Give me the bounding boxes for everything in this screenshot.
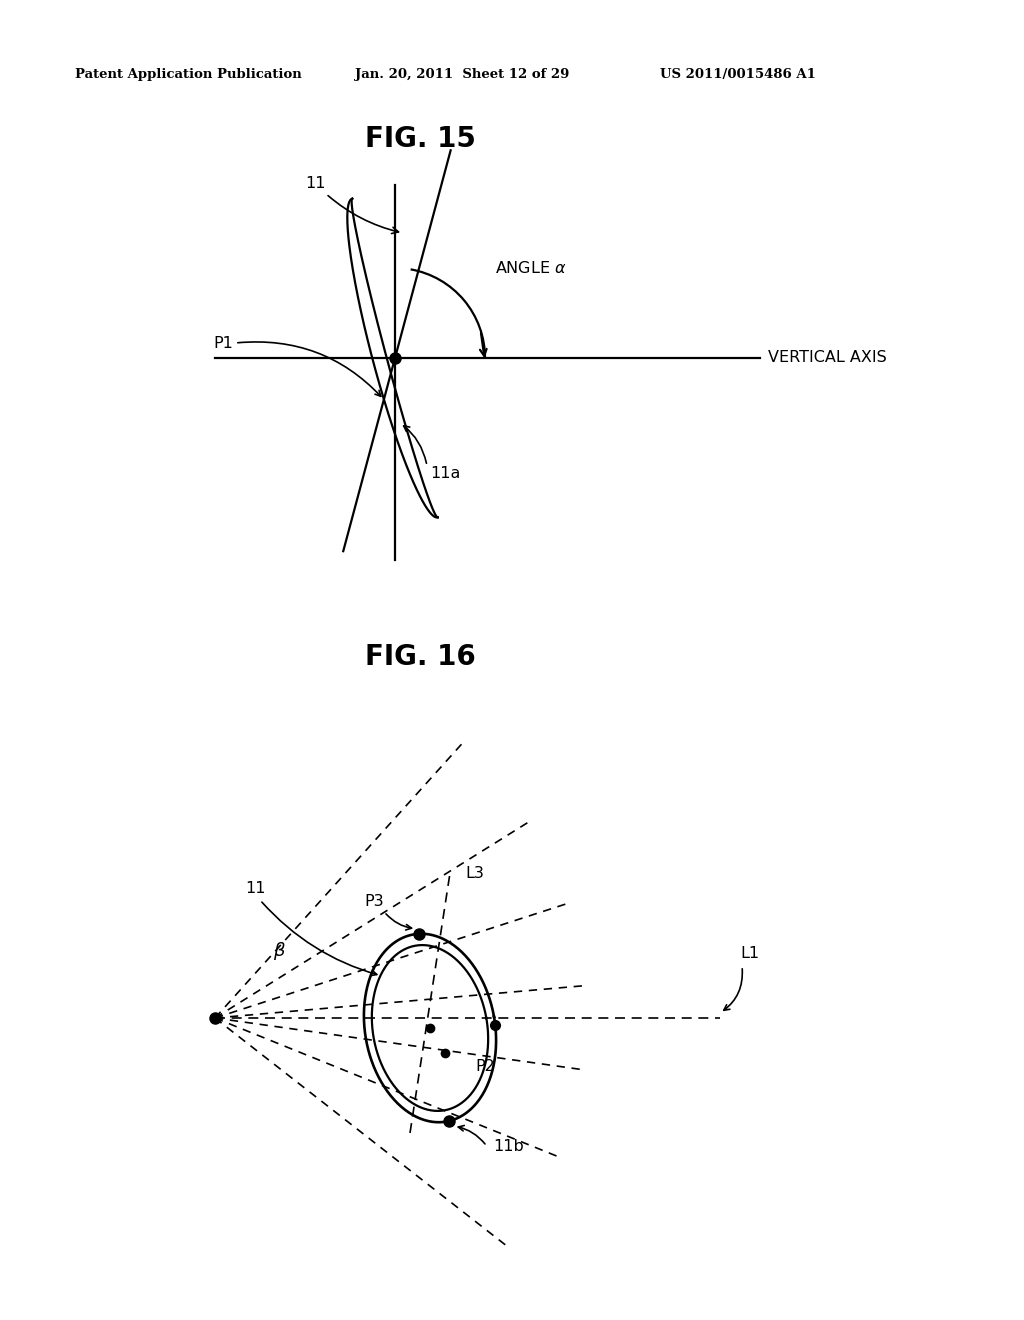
Text: L3: L3 xyxy=(465,866,484,880)
Text: US 2011/0015486 A1: US 2011/0015486 A1 xyxy=(660,69,816,81)
Text: P3: P3 xyxy=(365,894,384,908)
Text: FIG. 15: FIG. 15 xyxy=(365,125,475,153)
Text: P1: P1 xyxy=(213,335,233,351)
Text: P2: P2 xyxy=(475,1059,495,1074)
Text: $\beta$: $\beta$ xyxy=(273,940,286,962)
Text: FIG. 16: FIG. 16 xyxy=(365,643,475,671)
Text: Jan. 20, 2011  Sheet 12 of 29: Jan. 20, 2011 Sheet 12 of 29 xyxy=(355,69,569,81)
Text: 11a: 11a xyxy=(430,466,461,480)
Text: 11b: 11b xyxy=(494,1139,524,1154)
Text: 11: 11 xyxy=(305,176,398,234)
Text: Patent Application Publication: Patent Application Publication xyxy=(75,69,302,81)
Text: 11: 11 xyxy=(245,880,265,896)
Text: L1: L1 xyxy=(740,946,759,961)
Text: VERTICAL AXIS: VERTICAL AXIS xyxy=(768,351,887,366)
Text: ANGLE $\alpha$: ANGLE $\alpha$ xyxy=(495,260,566,276)
